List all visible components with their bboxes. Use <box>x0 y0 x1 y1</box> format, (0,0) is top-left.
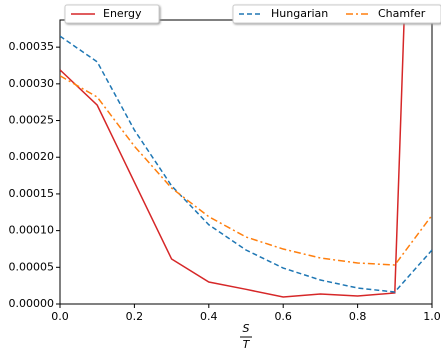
x-tick-label: 0.6 <box>274 310 292 323</box>
plot-lines <box>60 20 432 298</box>
legend-label: Energy <box>103 7 142 20</box>
x-label-numerator: S <box>243 322 250 335</box>
y-tick-label: 0.00015 <box>9 187 55 200</box>
y-tick-label: 0.00005 <box>9 260 55 273</box>
x-tick-label: 0.2 <box>126 310 144 323</box>
x-label-denominator: T <box>243 338 251 351</box>
y-tick-label: 0.00030 <box>9 77 55 90</box>
x-tick-label: 0.4 <box>200 310 218 323</box>
series-line <box>60 20 405 298</box>
legend-label: Hungarian <box>271 7 328 20</box>
y-tick-label: 0.00010 <box>9 224 55 237</box>
plot-frame <box>59 19 433 305</box>
x-tick-label: 0.8 <box>349 310 367 323</box>
legend-box <box>64 4 160 24</box>
series-line <box>60 75 432 266</box>
legend-box <box>232 4 441 24</box>
y-tick-label: 0.00035 <box>9 40 55 53</box>
y-tick-label: 0.00020 <box>9 150 55 163</box>
series-line <box>60 35 432 293</box>
x-tick-label: 1.0 <box>423 310 441 323</box>
y-tick-label: 0.00025 <box>9 114 55 127</box>
legend-label: Chamfer <box>378 7 426 20</box>
y-tick-label: 0.00000 <box>9 297 55 310</box>
x-tick-label: 0.0 <box>51 310 69 323</box>
